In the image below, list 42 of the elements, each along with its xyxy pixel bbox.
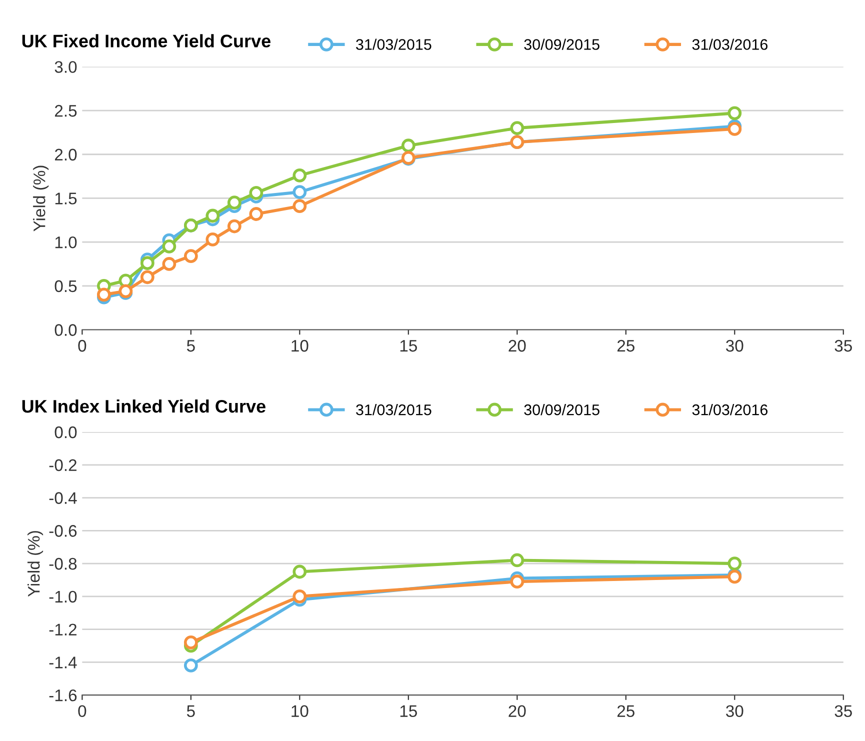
y-tick-label: 2.0 [54,148,77,161]
x-tick-label: 5 [186,340,195,352]
y-tick-label: 1.5 [55,192,77,204]
y-tick-label: 3.0 [54,61,77,73]
y-tick-label: 1.0 [55,236,77,248]
x-tick-label: 15 [400,705,417,718]
y-tick-label: 0.0 [54,324,77,336]
y-tick-label: 2.5 [54,104,77,117]
x-tick-label: 25 [617,340,634,352]
x-tick-label: 30 [726,705,744,718]
x-tick-label: 0 [78,340,86,352]
y-tick-label: -0.6 [49,525,77,537]
x-tick-label: 35 [834,340,852,352]
y-tick-label: -0.8 [49,558,77,570]
x-tick-label: 20 [508,340,526,352]
y-tick-label: -0.2 [49,459,76,472]
legend-label: 31/03/2015 [356,404,432,416]
x-tick-label: 30 [726,340,744,352]
y-tick-label: -1.4 [49,656,77,668]
legend-label: 30/09/2015 [524,404,600,416]
y-tick-label: -0.4 [49,492,77,504]
x-tick-label: 10 [292,705,308,718]
x-tick-label: 0 [78,705,86,718]
legend-label: 30/09/2015 [524,38,600,50]
y-axis-title: Yield (%) [28,531,44,597]
x-tick-label: 10 [292,340,308,352]
x-tick-label: 5 [186,705,195,718]
x-tick-label: 15 [400,340,417,352]
x-tick-label: 20 [508,705,526,718]
legend-label: 31/03/2015 [356,38,432,50]
y-tick-label: -1.6 [49,689,77,702]
y-tick-label: 0.0 [54,426,77,438]
y-tick-label: -1.2 [49,624,76,636]
y-axis-title: Yield (%) [33,166,49,232]
y-tick-label: 0.5 [54,280,77,292]
legend-label: 31/03/2016 [692,404,768,416]
x-tick-label: 25 [617,705,634,718]
chart-title: UK Index Linked Yield Curve [22,399,266,413]
chart-title: UK Fixed Income Yield Curve [22,34,271,48]
legend-label: 31/03/2016 [692,38,768,50]
x-tick-label: 35 [834,705,852,718]
y-tick-label: -1.0 [49,590,77,603]
